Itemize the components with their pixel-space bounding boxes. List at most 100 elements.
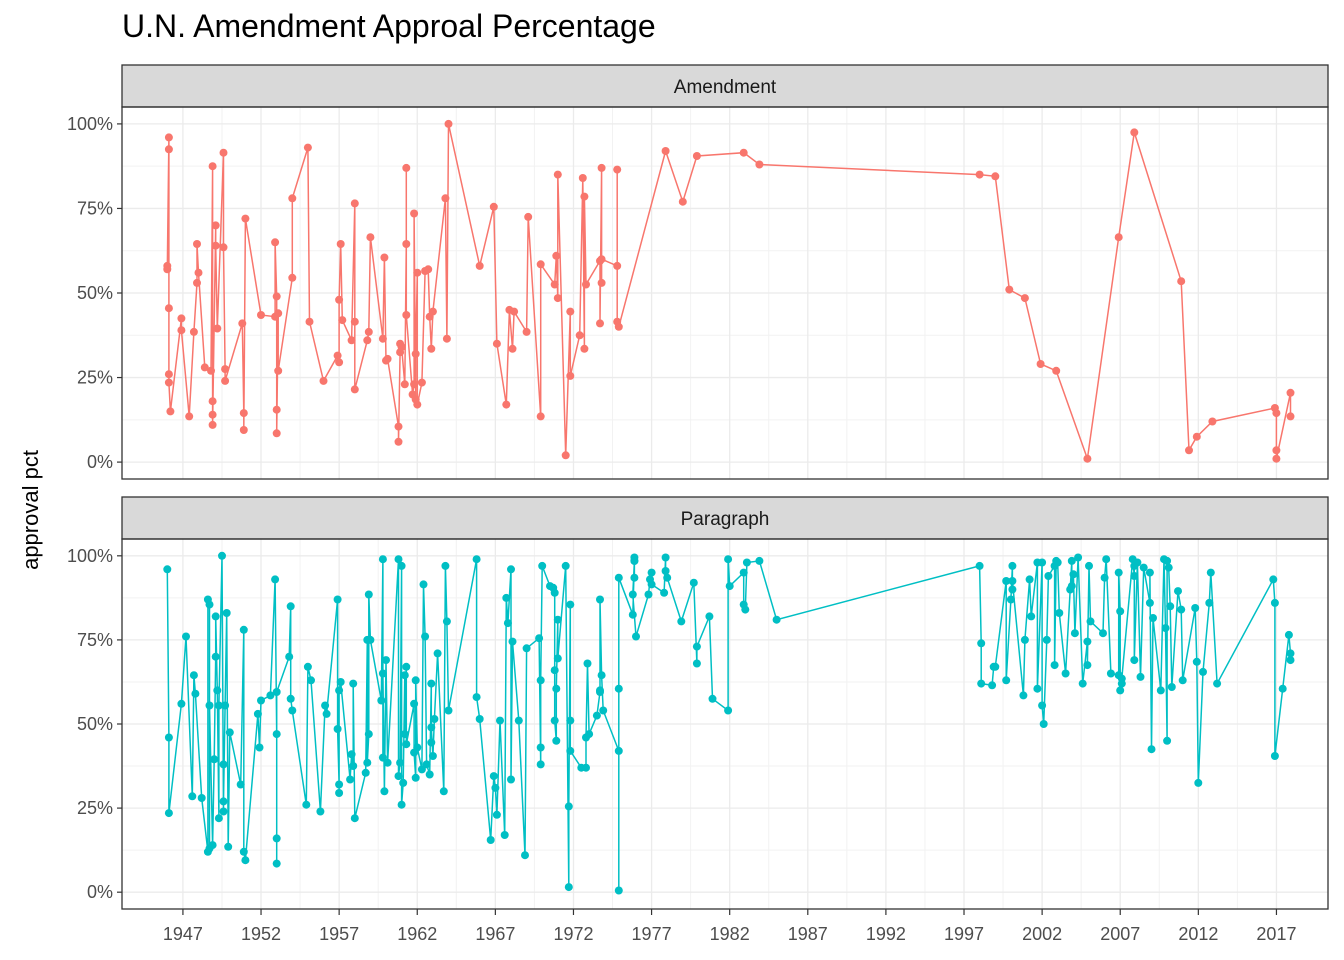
data-point — [335, 780, 344, 789]
data-point — [316, 807, 325, 816]
data-point — [350, 317, 359, 326]
data-point — [583, 659, 592, 668]
data-point — [1116, 686, 1125, 695]
data-point — [991, 172, 1000, 181]
data-point — [503, 619, 512, 628]
data-point — [536, 260, 545, 269]
data-point — [322, 709, 331, 718]
data-point — [1149, 614, 1157, 622]
data-point — [399, 778, 408, 787]
data-point — [185, 412, 194, 421]
data-point — [1100, 573, 1109, 582]
panel-paragraph: Paragraph 0% 25% 50% 75% 100% — [67, 496, 1329, 910]
data-point — [253, 709, 262, 718]
data-point — [988, 681, 997, 690]
data-point — [561, 451, 570, 460]
data-point — [1042, 635, 1051, 644]
data-point — [536, 743, 545, 752]
y-tick-label: 0% — [87, 882, 113, 902]
data-point — [222, 609, 231, 617]
data-point — [1145, 598, 1154, 607]
data-point — [991, 662, 1000, 671]
data-point — [427, 738, 436, 747]
data-point — [221, 365, 230, 374]
data-point — [397, 800, 406, 809]
data-point — [661, 553, 670, 562]
data-point — [1008, 577, 1017, 585]
data-point — [1130, 128, 1139, 137]
data-point — [1019, 691, 1028, 700]
data-point — [630, 556, 639, 565]
data-point — [550, 716, 559, 725]
data-point — [444, 706, 453, 715]
data-point — [1002, 577, 1011, 585]
data-point — [413, 400, 422, 409]
data-point — [596, 319, 604, 328]
data-point — [257, 696, 265, 705]
data-point — [496, 716, 504, 725]
data-point — [661, 147, 670, 155]
data-point — [208, 162, 217, 171]
data-point — [630, 573, 639, 582]
data-point — [552, 684, 561, 693]
data-point — [239, 625, 248, 634]
data-point — [1139, 563, 1148, 572]
data-point — [508, 344, 517, 353]
data-point — [692, 659, 701, 668]
x-tick-label: 1967 — [475, 924, 515, 944]
data-point — [257, 311, 265, 319]
data-point — [1114, 568, 1123, 577]
data-point — [491, 783, 500, 792]
data-point — [739, 568, 748, 577]
data-point — [644, 590, 653, 599]
data-point — [492, 810, 501, 819]
data-point — [613, 165, 622, 174]
data-point — [508, 637, 517, 646]
data-point — [402, 740, 411, 749]
data-point — [241, 214, 250, 223]
data-point — [596, 686, 604, 695]
data-point — [163, 265, 172, 274]
data-point — [472, 555, 481, 564]
data-point — [755, 160, 764, 169]
data-point — [400, 671, 409, 680]
data-point — [647, 568, 656, 577]
data-point — [1069, 570, 1078, 579]
data-point — [349, 679, 358, 688]
data-point — [1166, 602, 1175, 611]
data-point — [628, 590, 637, 599]
x-tick-label: 2012 — [1178, 924, 1218, 944]
data-point — [271, 238, 280, 247]
data-point — [444, 119, 453, 128]
data-point — [239, 426, 248, 434]
data-point — [400, 380, 409, 389]
data-point — [553, 294, 562, 303]
data-point — [272, 292, 281, 301]
data-point — [238, 319, 247, 328]
data-point — [211, 652, 220, 661]
data-point — [1161, 624, 1170, 633]
data-point — [724, 555, 733, 564]
data-point — [1067, 582, 1076, 591]
data-point — [1074, 553, 1083, 562]
data-point — [211, 241, 220, 250]
data-point — [502, 593, 511, 602]
data-point — [383, 758, 392, 767]
data-point — [660, 588, 669, 597]
data-point — [1206, 568, 1215, 577]
data-point — [441, 561, 450, 570]
data-point — [239, 409, 248, 418]
data-point — [475, 261, 484, 270]
data-point — [500, 831, 509, 839]
data-point — [536, 676, 545, 685]
data-point — [1070, 629, 1079, 638]
data-point — [236, 780, 245, 789]
data-point — [1038, 701, 1047, 710]
data-point — [1192, 432, 1201, 441]
data-point — [1099, 629, 1107, 638]
data-point — [582, 280, 590, 289]
data-point — [191, 689, 200, 698]
data-point — [197, 794, 206, 802]
data-point — [739, 148, 748, 157]
